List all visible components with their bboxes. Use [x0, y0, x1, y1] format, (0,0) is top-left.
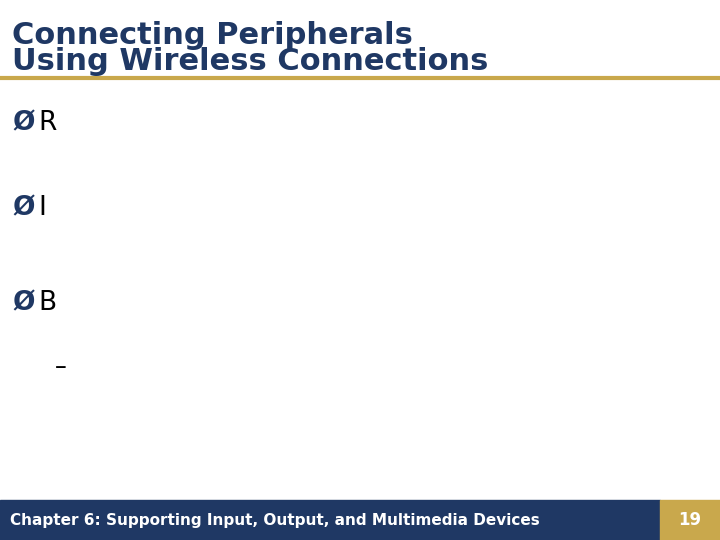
Text: Ø: Ø [12, 110, 35, 136]
Text: Ø: Ø [12, 195, 35, 221]
Text: Chapter 6: Supporting Input, Output, and Multimedia Devices: Chapter 6: Supporting Input, Output, and… [10, 512, 540, 528]
Text: B: B [38, 290, 56, 316]
Text: Using Wireless Connections: Using Wireless Connections [12, 48, 488, 77]
Text: –: – [55, 355, 67, 379]
Bar [0, 500, 660, 540]
Text: Connecting Peripherals: Connecting Peripherals [12, 21, 413, 50]
Bar [660, 500, 720, 540]
Text: I: I [38, 195, 46, 221]
Text: R: R [38, 110, 56, 136]
Text: 19: 19 [678, 511, 701, 529]
Text: Ø: Ø [12, 290, 35, 316]
